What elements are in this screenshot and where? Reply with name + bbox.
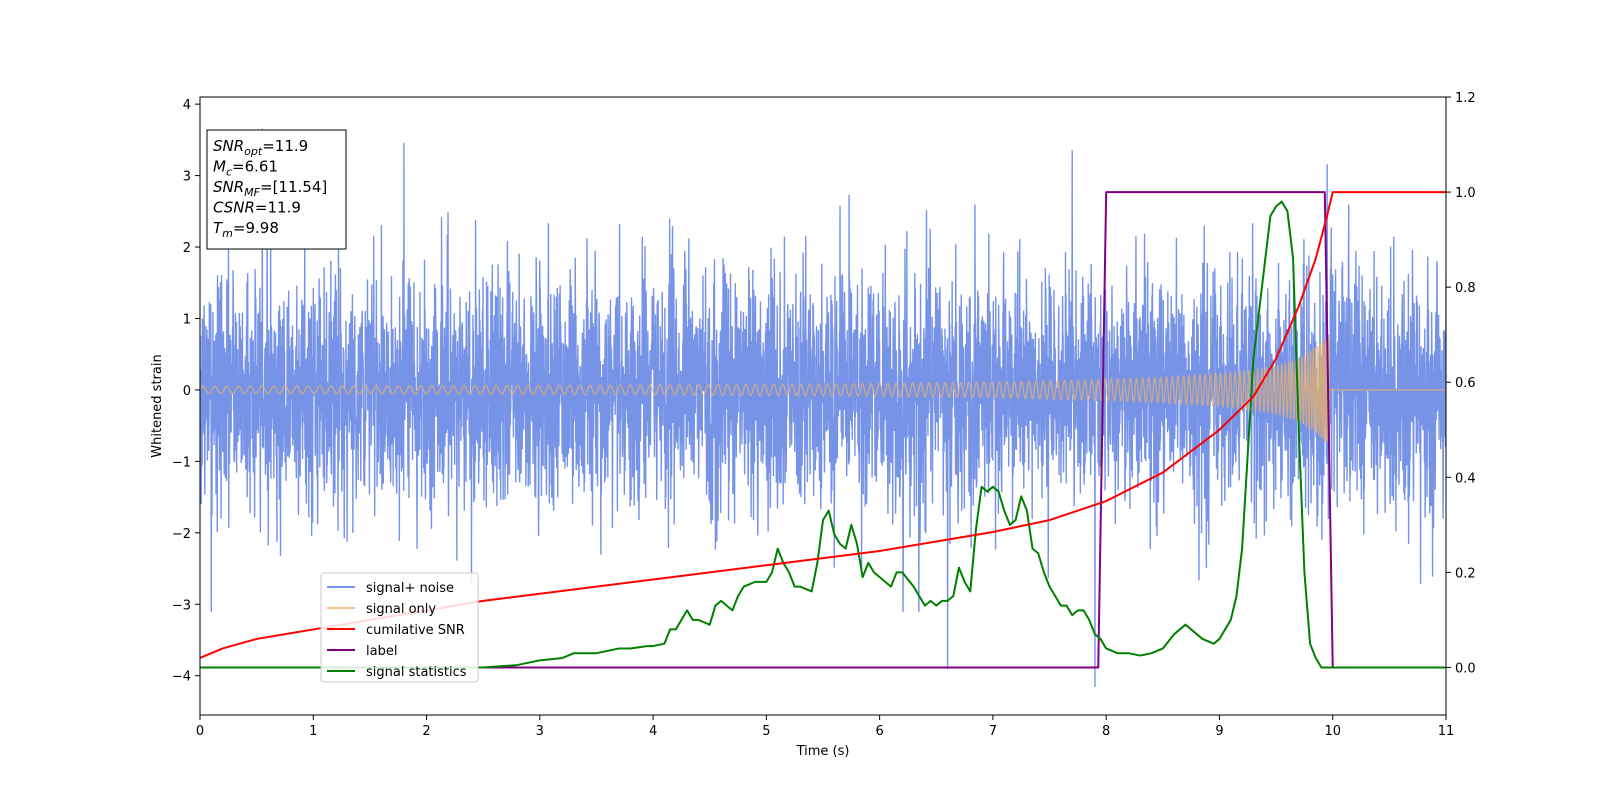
info-box: SNRopt=11.9Mc=6.61SNRMF=[11.54]CSNR=11.9… [206, 129, 347, 250]
x-axis: 0 1 2 3 4 5 6 7 8 9 10 11 [196, 715, 1454, 739]
info-box-line: SNRopt=11.9 [213, 137, 308, 158]
y-right-tick-label: 1.2 [1455, 91, 1476, 106]
y-right-tick-label: 0.2 [1455, 566, 1476, 581]
y-left-tick-label: 3 [183, 170, 191, 185]
y-left-tick-label: 2 [183, 241, 191, 256]
y-left-tick-label: −4 [172, 670, 191, 685]
info-box-frame [206, 129, 347, 250]
info-value: =6.61 [232, 158, 278, 176]
info-box-line: SNRMF=[11.54] [213, 178, 327, 199]
y-axis-right: 1.2 1.0 0.8 0.6 0.4 0.2 0.0 [1446, 91, 1476, 676]
y-right-tick-label: 0.8 [1455, 281, 1476, 296]
info-symbol: M [213, 158, 226, 176]
info-subscript: c [226, 166, 232, 179]
legend-label: signal+ noise [366, 581, 454, 596]
legend-label: label [366, 644, 397, 659]
info-box-line: Tm=9.98 [213, 219, 279, 240]
y-left-tick-label: −2 [172, 527, 191, 542]
series-layer [200, 128, 1446, 688]
info-subscript: MF [244, 186, 260, 199]
info-box-line: Mc=6.61 [213, 158, 278, 179]
x-tick-label: 6 [875, 724, 883, 739]
y-left-tick-label: 1 [183, 312, 191, 327]
legend: signal+ noise signal only cumilative SNR la… [320, 572, 479, 683]
legend-label: cumilative SNR [366, 623, 465, 638]
info-value: =[11.54] [260, 178, 327, 196]
x-tick-label: 2 [422, 724, 430, 739]
info-subscript: opt [244, 145, 263, 158]
info-subscript: m [222, 227, 233, 240]
x-tick-label: 5 [762, 724, 770, 739]
y-right-tick-label: 1.0 [1455, 186, 1476, 201]
x-tick-label: 3 [536, 724, 544, 739]
x-tick-label: 9 [1215, 724, 1223, 739]
legend-label: signal only [366, 602, 436, 617]
series-signal-noise [200, 128, 1446, 688]
y-axis-left: 4 3 2 1 0 −1 −2 −3 −4 [172, 98, 200, 685]
legend-frame [320, 572, 479, 683]
y-right-tick-label: 0.6 [1455, 376, 1476, 391]
info-value: =11.9 [255, 199, 301, 217]
y-axis-label: Whitened strain [150, 354, 165, 457]
info-box-line: CSNR=11.9 [213, 199, 301, 217]
info-symbol: T [213, 219, 224, 237]
y-left-tick-label: −3 [172, 598, 191, 613]
x-tick-label: 8 [1102, 724, 1110, 739]
info-symbol: SNR [213, 178, 244, 196]
x-tick-label: 0 [196, 724, 204, 739]
y-right-tick-label: 0.0 [1455, 661, 1476, 676]
series-signal-statistics [200, 200, 1446, 669]
legend-label: signal statistics [366, 665, 467, 680]
info-value: =11.9 [262, 137, 308, 155]
x-tick-label: 10 [1324, 724, 1341, 739]
info-symbol: SNR [213, 137, 244, 155]
series-signal-only [200, 334, 1446, 445]
plot-frame [199, 96, 1447, 716]
y-right-tick-label: 0.4 [1455, 471, 1476, 486]
x-axis-label: Time (s) [796, 744, 850, 759]
info-value: =9.98 [233, 219, 279, 237]
y-left-tick-label: 0 [183, 384, 191, 399]
x-tick-label: 4 [649, 724, 657, 739]
x-tick-label: 7 [989, 724, 997, 739]
x-tick-label: 1 [309, 724, 317, 739]
y-left-tick-label: −1 [172, 455, 191, 470]
x-tick-label: 11 [1438, 724, 1455, 739]
y-left-tick-label: 4 [183, 98, 191, 113]
info-symbol: CSNR [213, 199, 255, 217]
